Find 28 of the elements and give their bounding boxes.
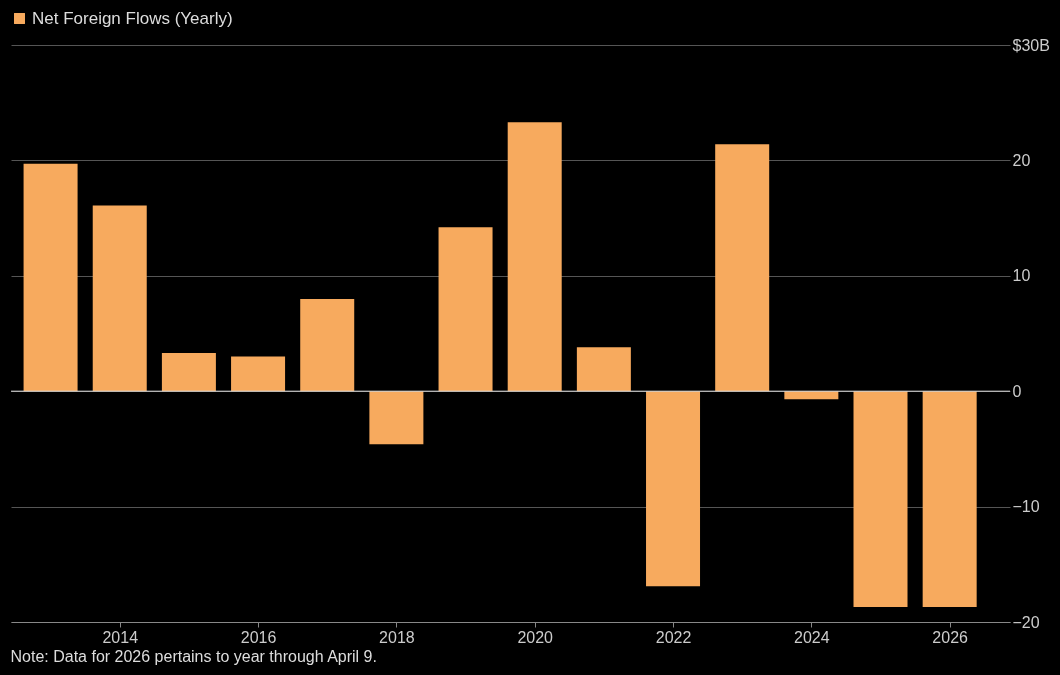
- y-tick-label: $30B: [1012, 36, 1050, 54]
- bar: [646, 391, 701, 587]
- bar: [23, 163, 78, 392]
- x-tick-label: 2026: [932, 628, 969, 646]
- bar: [92, 205, 147, 392]
- bar: [853, 391, 908, 607]
- x-tick-label: 2020: [517, 628, 554, 646]
- bar: [715, 144, 770, 392]
- x-tick-label: 2022: [655, 628, 692, 646]
- legend-label: Net Foreign Flows (Yearly): [32, 8, 233, 28]
- y-tick-label: 10: [1012, 267, 1031, 285]
- x-tick-label: 2016: [240, 628, 277, 646]
- bar: [507, 122, 562, 392]
- x-tick-label: 2024: [794, 628, 830, 646]
- bar: [369, 391, 424, 445]
- bar: [438, 227, 493, 392]
- bar: [161, 353, 216, 392]
- y-tick-label: 20: [1012, 151, 1031, 169]
- bar: [922, 391, 977, 607]
- bar: [231, 356, 286, 392]
- bar: [300, 298, 355, 392]
- y-tick-label: −20: [1012, 613, 1040, 631]
- x-tick-label: 2014: [102, 628, 139, 646]
- bar: [576, 347, 631, 392]
- y-tick-label: −10: [1012, 498, 1040, 516]
- text: Note: Data for 2026 pertains to year through April 9.: [10, 648, 377, 665]
- x-tick-label: 2018: [379, 628, 415, 646]
- y-tick-label: 0: [1012, 382, 1022, 400]
